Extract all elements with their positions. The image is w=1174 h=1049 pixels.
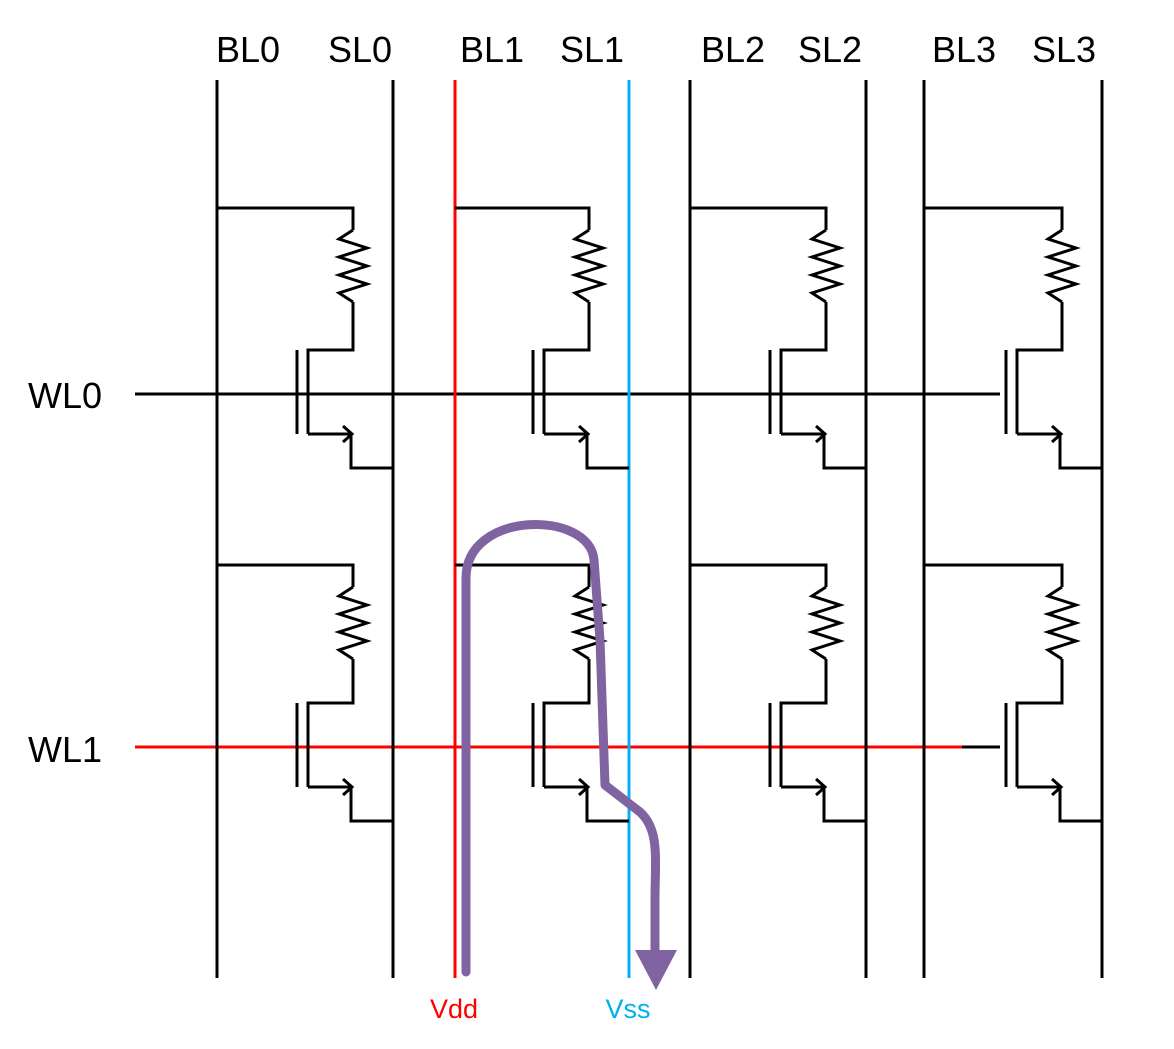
transistor-drain [779,659,828,787]
bitline-label-0: BL0 [216,29,280,70]
sourceline-tap [349,787,393,823]
transistor-drain [542,302,591,434]
resistor [807,228,845,304]
current-path [461,520,677,990]
memory-cell-r1-c2 [690,563,866,823]
resistor [807,585,845,661]
bitline-tap [217,563,355,587]
memory-cell-r0-c3 [924,206,1102,470]
sourceline-tap [822,434,866,470]
circuit-wires [135,80,1104,978]
resistor [570,228,608,304]
resistor [1043,228,1081,304]
sourceline-label-2: SL2 [798,29,862,70]
bitline-tap [455,563,591,587]
current-path-line [461,520,661,977]
vdd-label: Vdd [430,994,478,1024]
sourceline-label-1: SL1 [560,29,624,70]
bitline-tap [690,206,828,230]
bitline-tap [217,206,355,230]
memory-cell-r0-c2 [690,206,866,470]
sourceline-label-3: SL3 [1032,29,1096,70]
vss-label: Vss [605,994,650,1024]
bitline-tap [690,563,828,587]
sourceline-tap [585,787,629,823]
wordline-label-0: WL0 [28,375,102,416]
sourceline-tap [1058,434,1102,470]
memory-cells [217,206,1102,823]
sourceline-label-0: SL0 [328,29,392,70]
resistor [334,585,372,661]
sourceline-tap [349,434,393,470]
resistor [334,228,372,304]
sourceline-tap [822,787,866,823]
memory-cell-r0-c1 [455,206,629,470]
memory-cell-r1-c0 [217,563,393,823]
transistor-drain [1015,302,1064,434]
transistor-drain [1015,659,1064,787]
memory-cell-r1-c3 [924,563,1102,823]
sourceline-tap [1058,787,1102,823]
transistor-drain [542,659,591,787]
bitline-tap [455,206,591,230]
bitline-label-3: BL3 [932,29,996,70]
bitline-tap [924,563,1064,587]
bitline-label-2: BL2 [701,29,765,70]
transistor-drain [306,302,355,434]
bitline-label-1: BL1 [460,29,524,70]
transistor-drain [306,659,355,787]
transistor-drain [779,302,828,434]
sourceline-tap [585,434,629,470]
current-path-arrow-icon [635,950,677,990]
resistor [1043,585,1081,661]
memory-cell-r0-c0 [217,206,393,470]
wordline-label-1: WL1 [28,729,102,770]
bitline-tap [924,206,1064,230]
memory-cell-r1-c1 [455,563,629,823]
